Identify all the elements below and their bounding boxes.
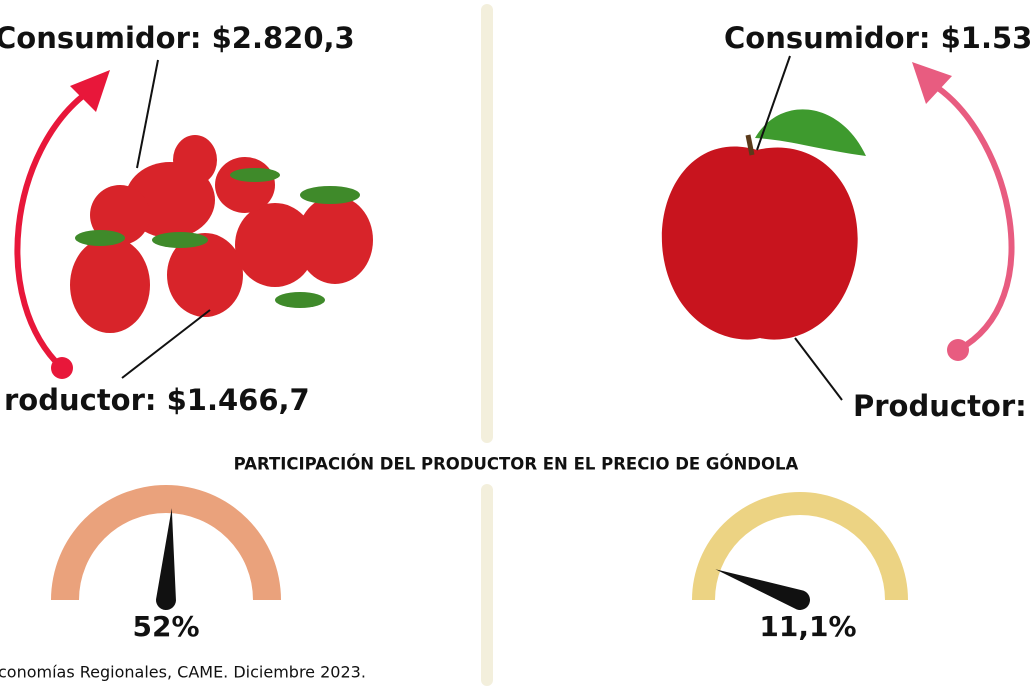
title: PARTICIPACIÓN DEL PRODUCTOR EN EL PRECIO…: [234, 455, 799, 474]
arrow-head: [912, 62, 952, 104]
consumer-price: Consumidor: $1.535: [724, 21, 1032, 55]
gauge-arc: [51, 485, 281, 600]
arrow-dot: [947, 339, 969, 361]
strawberries: [70, 135, 373, 333]
gauge-value: 11,1%: [759, 610, 856, 643]
apple: [661, 109, 866, 340]
arrow-head: [70, 70, 110, 112]
arrow: [936, 85, 1015, 353]
producer-price: Productor: $: [853, 389, 1032, 423]
pointer: [121, 309, 211, 379]
pointer: [136, 59, 159, 169]
gauge-value: 52%: [132, 610, 199, 643]
gauge-needle: [155, 508, 176, 611]
gauge-arc: [692, 492, 908, 600]
arrow-dot: [51, 357, 73, 379]
source: conomías Regionales, CAME. Diciembre 202…: [0, 663, 366, 682]
pointer: [794, 337, 843, 401]
producer-price: roductor: $1.466,7: [4, 383, 310, 417]
pointer: [756, 55, 791, 151]
arrow: [14, 89, 90, 371]
consumer-price: Consumidor: $2.820,3: [0, 21, 355, 55]
gauge-needle: [715, 569, 810, 610]
